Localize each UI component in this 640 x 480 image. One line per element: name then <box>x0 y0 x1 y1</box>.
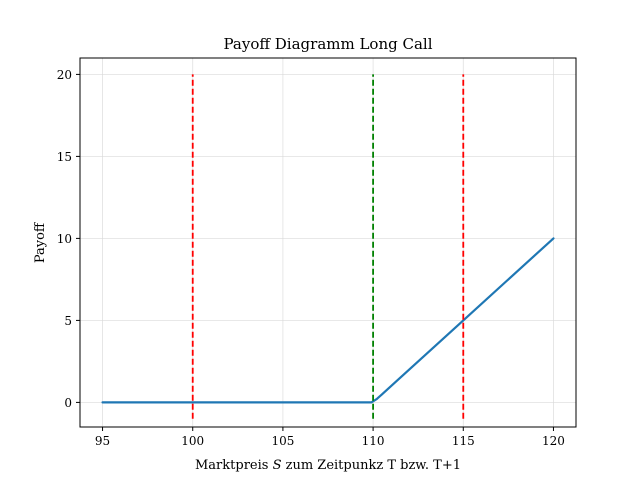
y-tick-label-2: 10 <box>57 232 72 246</box>
y-axis-ticks: 0 5 10 15 20 <box>57 68 80 410</box>
x-tick-label-4: 115 <box>452 434 475 448</box>
axes-frame <box>79 57 577 428</box>
x-tick-label-1: 100 <box>181 434 204 448</box>
y-tick-label-1: 5 <box>64 314 72 328</box>
y-tick-label-0: 0 <box>64 396 72 410</box>
grid-layer <box>80 58 576 427</box>
payoff-series-line-0 <box>101 237 555 404</box>
series-layer <box>101 237 555 404</box>
x-axis-ticks: 95 100 105 110 115 120 <box>95 427 565 448</box>
x-tick-label-0: 95 <box>95 434 110 448</box>
x-axis-title-symbol: S <box>273 458 282 473</box>
y-axis-title: Payoff <box>33 221 48 263</box>
chart-title: Payoff Diagramm Long Call <box>223 35 432 53</box>
y-tick-label-3: 15 <box>57 150 72 164</box>
vline-layer <box>191 74 465 419</box>
x-axis-title: Marktpreis S zum Zeitpunkz T bzw. T+1 <box>195 458 461 473</box>
x-tick-label-5: 120 <box>542 434 565 448</box>
x-axis-title-suffix: zum Zeitpunkz T bzw. T+1 <box>281 458 461 473</box>
x-axis-title-prefix: Marktpreis <box>195 458 273 473</box>
x-tick-label-2: 105 <box>271 434 294 448</box>
y-tick-label-4: 20 <box>57 68 72 82</box>
x-tick-label-3: 110 <box>362 434 385 448</box>
